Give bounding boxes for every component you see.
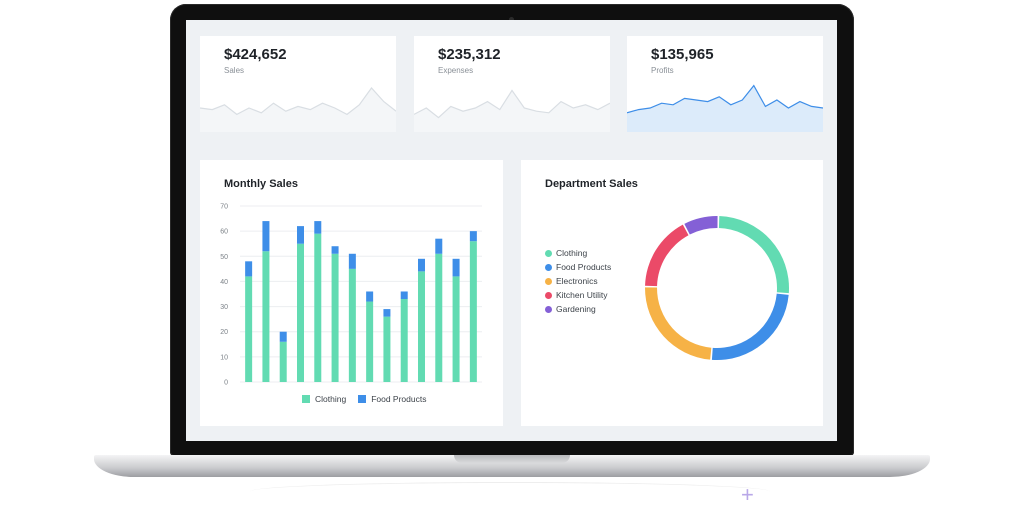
bar-clothing — [469, 241, 477, 382]
y-tick-label: 50 — [220, 254, 228, 261]
y-tick-label: 0 — [224, 380, 228, 387]
bar-food-products — [314, 221, 322, 234]
legend-dot — [545, 277, 552, 285]
legend-swatch-food — [358, 395, 367, 403]
bar-clothing — [435, 253, 443, 382]
y-tick-label: 30 — [220, 304, 228, 311]
sparkline-line — [414, 89, 610, 119]
bar-clothing — [366, 301, 374, 382]
y-tick-label: 40 — [220, 279, 228, 286]
legend-label: Clothing — [556, 248, 588, 258]
stat-value: $135,965 — [651, 46, 714, 63]
legend-swatch-clothing — [302, 395, 310, 403]
laptop-notch — [454, 455, 570, 463]
bar-clothing — [452, 276, 460, 382]
legend-item: Food Products — [545, 262, 611, 272]
monthly-legend: Clothing Food Products — [302, 394, 426, 404]
stat-value: $235,312 — [438, 46, 501, 63]
plus-icon: + — [741, 482, 754, 507]
sparkline-area — [627, 85, 823, 132]
panel-title: Monthly Sales — [224, 178, 298, 190]
legend-dot — [545, 305, 552, 313]
stat-card-sales[interactable]: $424,652 Sales — [200, 36, 396, 132]
sparkline-area — [200, 88, 396, 132]
bar-food-products — [245, 261, 253, 277]
bar-food-products — [452, 258, 460, 277]
bar-food-products — [383, 309, 391, 317]
y-tick-label: 10 — [220, 354, 228, 361]
donut-slice — [644, 287, 712, 360]
stat-label: Sales — [224, 66, 245, 75]
y-tick-label: 60 — [220, 229, 228, 236]
legend-label-clothing: Clothing — [315, 394, 347, 404]
bar-food-products — [348, 253, 356, 269]
legend-label: Gardening — [556, 304, 596, 314]
y-tick-label: 70 — [220, 204, 228, 211]
y-tick-label: 20 — [220, 329, 228, 336]
legend-dot — [545, 249, 552, 257]
donut-slice — [645, 224, 689, 287]
laptop-base — [94, 455, 930, 477]
bar-food-products — [418, 258, 425, 272]
bar-food-products — [262, 221, 270, 252]
donut-slice — [684, 215, 718, 235]
stat-label: Expenses — [438, 66, 474, 75]
stat-card-expenses[interactable]: $235,312 Expenses — [414, 36, 610, 132]
bar-food-products — [279, 331, 287, 342]
department-legend: Clothing Food Products Electronics Kitch… — [545, 248, 611, 318]
bar-clothing — [348, 268, 356, 382]
bar-food-products — [366, 291, 374, 302]
bar-food-products — [297, 226, 304, 244]
department-donut-chart — [644, 215, 790, 361]
expenses-sparkline — [414, 89, 610, 132]
legend-item: Clothing — [545, 248, 611, 258]
donut-slice — [718, 216, 790, 294]
legend-label: Food Products — [556, 262, 612, 272]
bar-food-products — [331, 246, 339, 254]
camera — [509, 17, 514, 22]
sparkline-line — [627, 84, 823, 114]
panel-title: Department Sales — [545, 178, 638, 190]
bar-clothing — [262, 251, 270, 382]
monthly-sales-panel: Monthly Sales 0 10 20 30 40 50 60 70 Clothing F… — [200, 160, 503, 426]
stat-value: $424,652 — [224, 46, 287, 63]
bar-food-products — [435, 238, 443, 254]
legend-dot — [545, 263, 552, 271]
bar-clothing — [383, 316, 391, 382]
legend-item: Electronics — [545, 276, 611, 286]
sparkline-line — [200, 87, 396, 116]
bar-clothing — [331, 253, 339, 382]
legend-item: Gardening — [545, 304, 611, 314]
legend-dot — [545, 291, 552, 299]
dashboard-screen: $424,652 Sales $235,312 Expenses $135,96… — [186, 20, 837, 441]
bar-food-products — [469, 231, 477, 242]
bar-clothing — [314, 233, 322, 382]
bar-clothing — [400, 299, 408, 382]
bar-clothing — [418, 271, 425, 382]
profits-sparkline — [627, 84, 823, 132]
legend-label-food: Food Products — [371, 394, 427, 404]
bar-clothing — [245, 276, 253, 382]
stat-label: Profits — [651, 66, 674, 75]
department-sales-panel: Department Sales Clothing Food Products … — [521, 160, 823, 426]
monthly-sales-chart: 0 10 20 30 40 50 60 70 — [220, 204, 482, 387]
reflection — [250, 482, 770, 501]
legend-item: Kitchen Utility — [545, 290, 611, 300]
donut-slice — [711, 293, 789, 361]
bar-clothing — [279, 341, 287, 382]
bar-food-products — [400, 291, 408, 300]
legend-label: Electronics — [556, 276, 598, 286]
stat-card-profits[interactable]: $135,965 Profits — [627, 36, 823, 132]
legend-label: Kitchen Utility — [556, 290, 608, 300]
sparkline-area — [414, 90, 610, 132]
bar-clothing — [297, 243, 304, 382]
sales-sparkline — [200, 87, 396, 132]
